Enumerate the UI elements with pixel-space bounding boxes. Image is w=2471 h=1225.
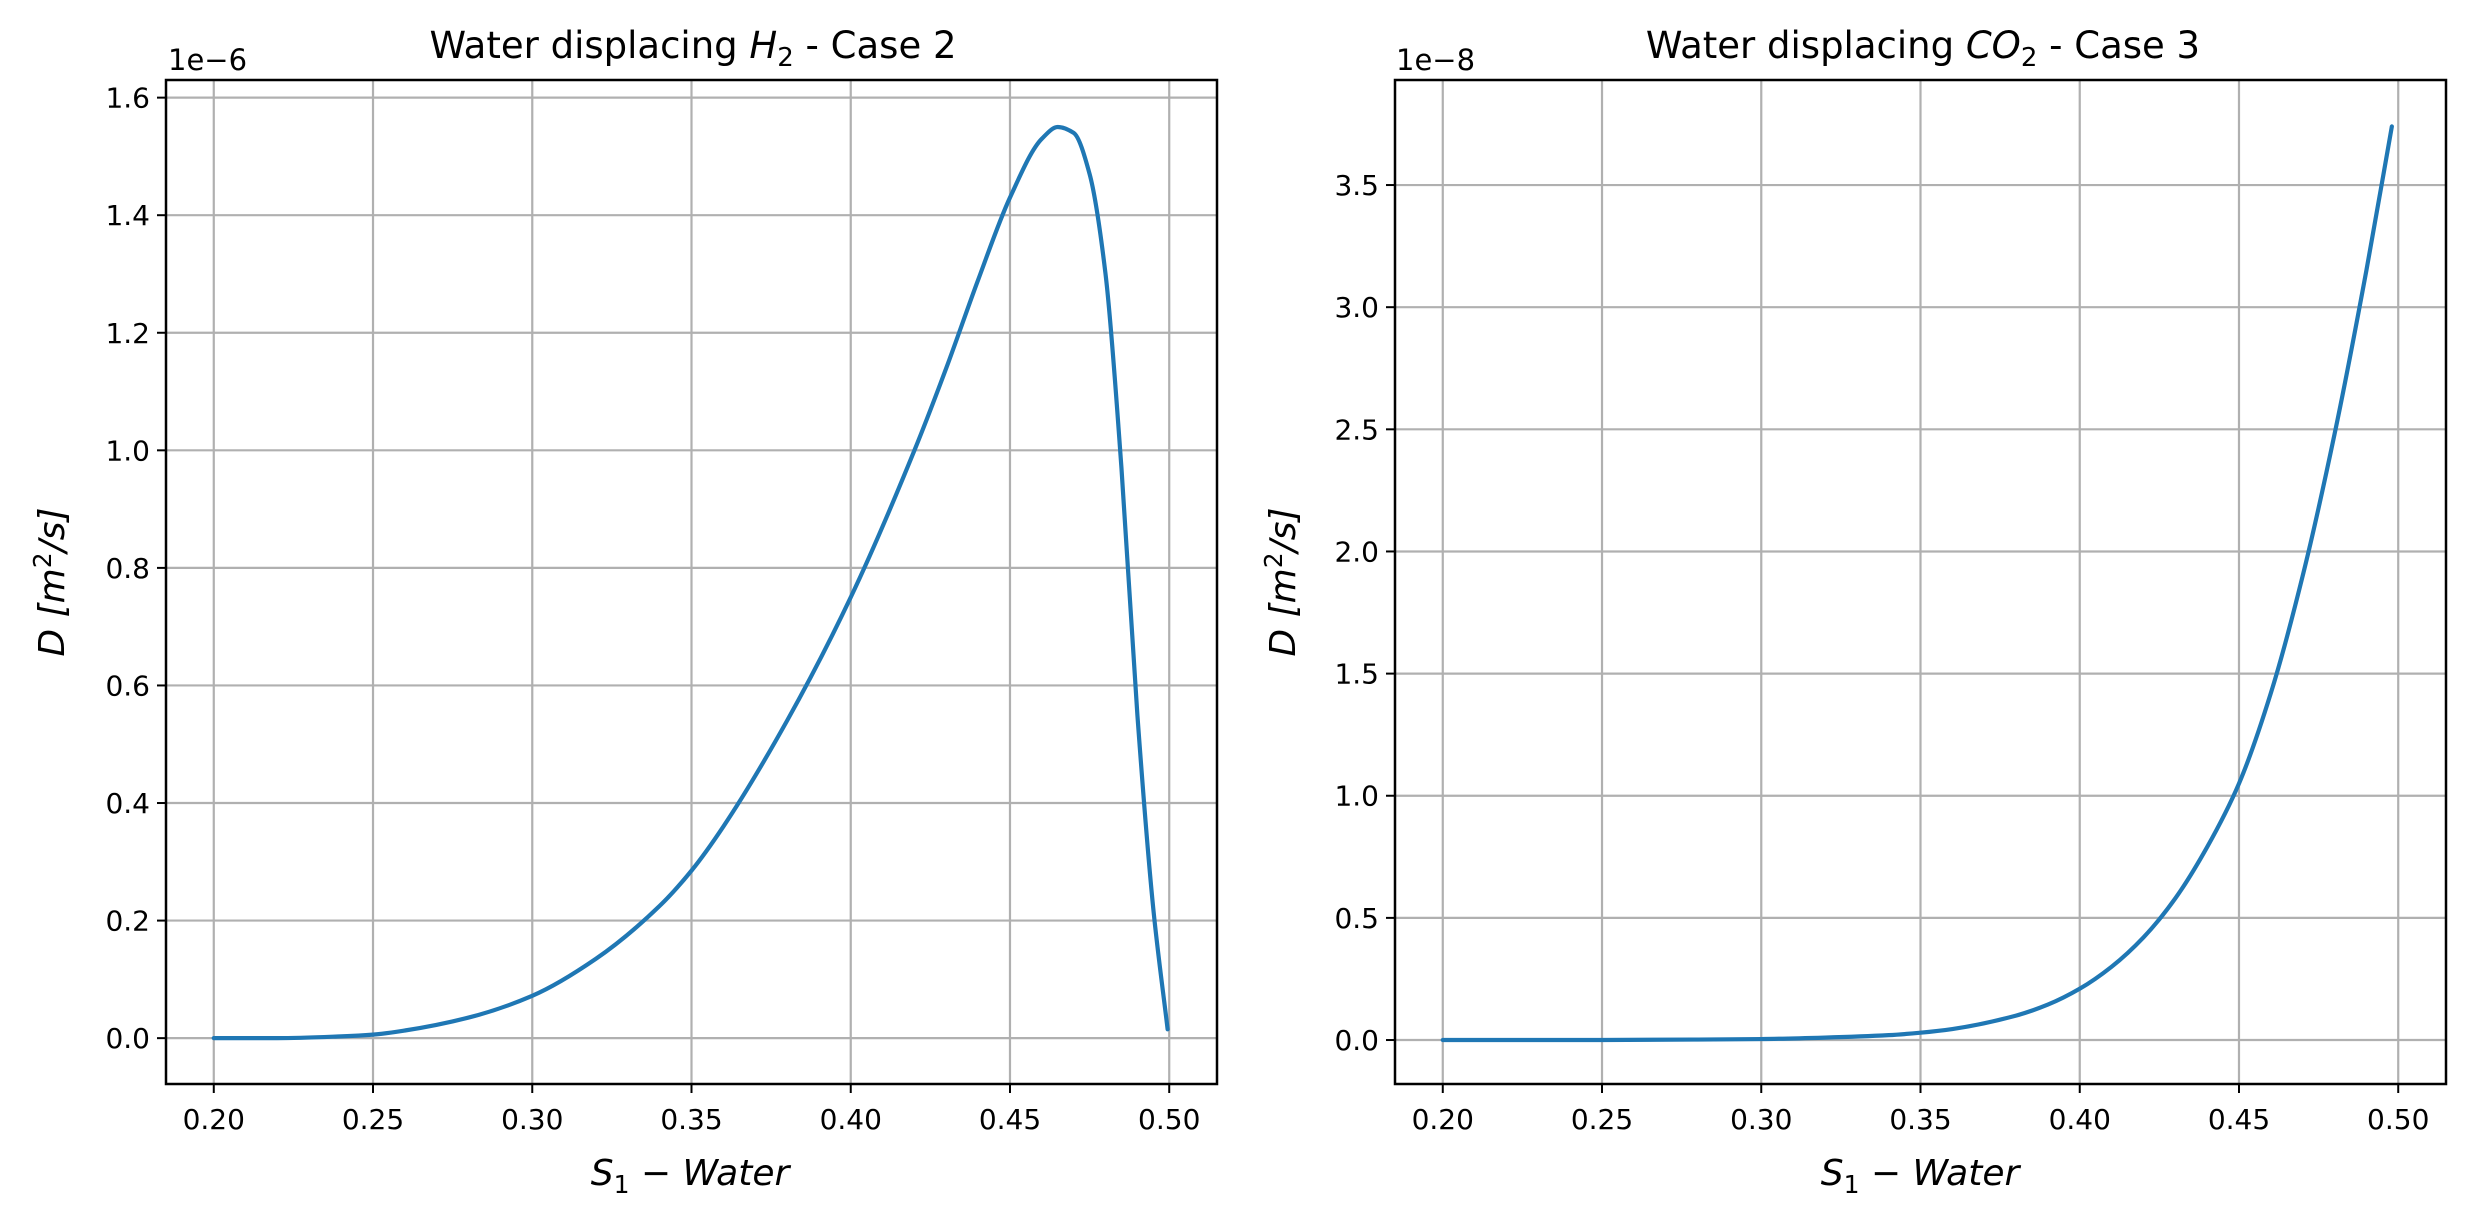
- y-offset-text: 1e−6: [168, 43, 247, 77]
- y-tick-label: 0.8: [105, 552, 150, 585]
- series-line: [1440, 124, 2394, 1043]
- y-tick-label: 1.0: [105, 434, 150, 467]
- x-tick-label: 0.25: [342, 1103, 404, 1136]
- y-tick-label: 1.2: [105, 317, 150, 350]
- y-tick-label: 1.5: [1334, 658, 1379, 691]
- y-tick-label: 1.4: [105, 199, 150, 232]
- x-tick-label: 0.30: [501, 1103, 563, 1136]
- y-tick-label: 0.0: [105, 1022, 150, 1055]
- x-tick-label: 0.40: [2049, 1103, 2111, 1136]
- axes-frame: [164, 78, 1219, 1086]
- y-axis-label: D [m2/s]: [28, 507, 73, 656]
- y-tick-label: 0.6: [105, 669, 150, 702]
- x-tick-label: 0.50: [2367, 1103, 2429, 1136]
- y-offset-text: 1e−8: [1396, 43, 1475, 77]
- y-tick-label: 0.0: [1334, 1024, 1379, 1057]
- y-tick-label: 2.5: [1334, 413, 1379, 446]
- y-tick-label: 0.2: [105, 905, 150, 938]
- y-tick-label: 1.0: [1334, 780, 1379, 813]
- axes-frame: [1393, 78, 2448, 1086]
- chart-title: Water displacing H2 - Case 2: [429, 24, 956, 73]
- chart-co2-case3: 0.20 0.25 0.30 0.35 0.40 0.45 0.50 0.0 0.5 1.0 1.5…: [1259, 24, 2448, 1199]
- chart-h2-case2: 0.20 0.25 0.30 0.35 0.40 0.45 0.50 0.0 0.2 0.4 0.6…: [28, 24, 1219, 1199]
- x-tick-label: 0.45: [2208, 1103, 2270, 1136]
- x-tick-label: 0.35: [660, 1103, 722, 1136]
- y-tick-label: 3.0: [1334, 291, 1379, 324]
- chart-title: Water displacing CO2 - Case 3: [1646, 24, 2200, 73]
- x-tick-label: 0.20: [1412, 1103, 1474, 1136]
- x-tick-label: 0.25: [1571, 1103, 1633, 1136]
- plot-area: 0.20 0.25 0.30 0.35 0.40 0.45 0.50 0.0 0.2 0.4 0.6…: [105, 78, 1219, 1136]
- x-axis-label: S1 − Water: [1821, 1153, 2022, 1199]
- y-tick-label: 3.5: [1334, 169, 1379, 202]
- x-tick-label: 0.30: [1730, 1103, 1792, 1136]
- plot-area: 0.20 0.25 0.30 0.35 0.40 0.45 0.50 0.0 0.5 1.0 1.5…: [1334, 78, 2448, 1136]
- y-tick-label: 0.4: [105, 787, 150, 820]
- x-tick-label: 0.50: [1138, 1103, 1200, 1136]
- x-tick-label: 0.35: [1889, 1103, 1951, 1136]
- x-axis-label: S1 − Water: [591, 1153, 792, 1199]
- y-tick-label: 1.6: [105, 82, 150, 115]
- y-tick-label: 2.0: [1334, 535, 1379, 568]
- x-tick-label: 0.40: [820, 1103, 882, 1136]
- series-line: [211, 124, 1170, 1041]
- y-tick-label: 0.5: [1334, 902, 1379, 935]
- y-axis-label: D [m2/s]: [1259, 507, 1304, 656]
- x-tick-label: 0.20: [183, 1103, 245, 1136]
- x-tick-label: 0.45: [979, 1103, 1041, 1136]
